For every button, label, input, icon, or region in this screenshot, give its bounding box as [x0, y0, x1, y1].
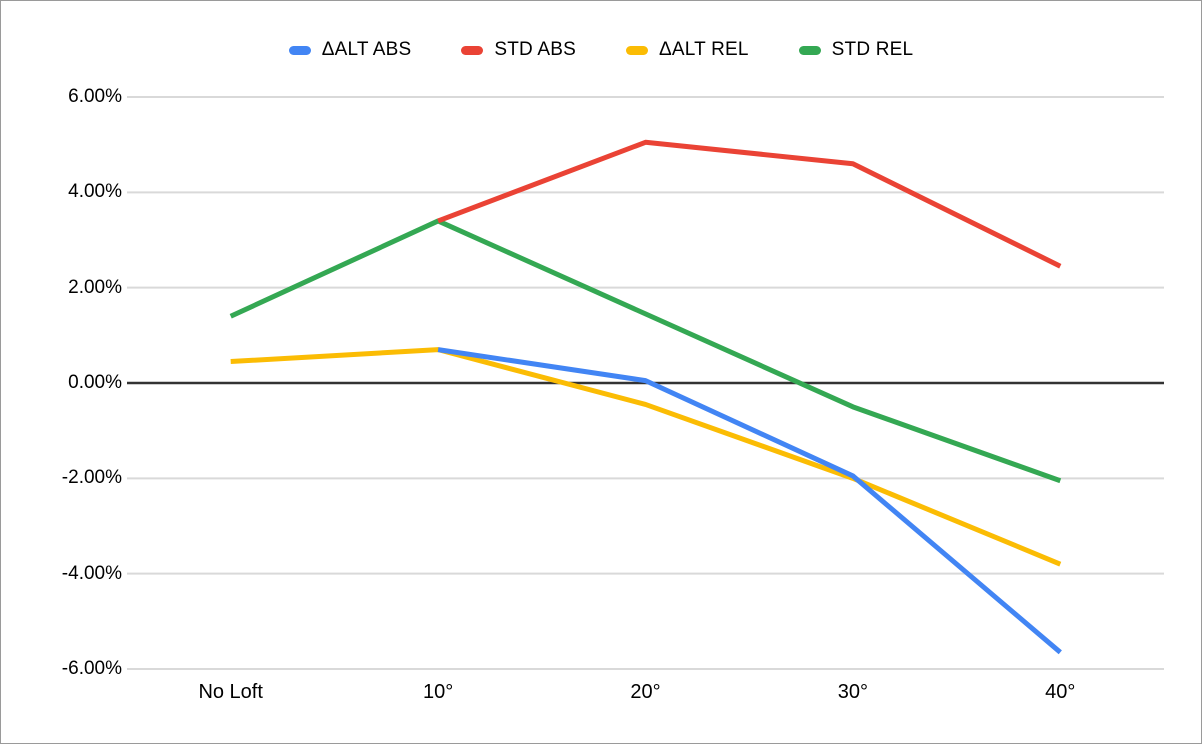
series-line-std-abs — [437, 139, 1062, 269]
legend-label: STD REL — [831, 39, 914, 60]
y-axis-tick-label: -4.00% — [61, 562, 122, 584]
x-axis-tick-label: 10° — [422, 681, 454, 703]
legend-item-std-abs: STD ABS — [461, 39, 576, 61]
y-axis-tick-label: -2.00% — [61, 467, 122, 489]
y-axis-tick-label: 6.00% — [68, 86, 122, 107]
y-axis-tick-label: 4.00% — [68, 181, 122, 203]
y-axis-tick-label: -6.00% — [61, 658, 122, 679]
x-axis-tick-label: 40° — [1045, 681, 1076, 703]
y-axis-tick-label: 2.00% — [68, 276, 122, 298]
legend-swatch-icon — [626, 45, 649, 55]
legend-swatch-icon — [461, 45, 484, 55]
legend-item-alt-abs: ΔALT ABS — [288, 39, 412, 61]
series-line-std-rel — [229, 218, 1062, 484]
legend-item-std-rel: STD REL — [798, 39, 914, 61]
legend-label: ΔALT ABS — [321, 39, 412, 60]
legend-swatch-icon — [798, 45, 821, 55]
legend-label: ΔALT REL — [659, 39, 749, 60]
x-axis-tick-label: No Loft — [198, 681, 263, 703]
legend-item-alt-rel: ΔALT REL — [626, 39, 749, 61]
legend-swatch-icon — [288, 45, 311, 55]
x-axis-tick-label: 20° — [630, 681, 661, 703]
gridlines — [127, 96, 1164, 670]
y-axis-tick-label: 0.00% — [68, 372, 122, 393]
series-line-alt-abs — [437, 347, 1062, 655]
legend: ΔALT ABS STD ABS ΔALT REL STD REL — [1, 36, 1201, 64]
legend-label: STD ABS — [494, 39, 577, 60]
series-line-alt-rel — [230, 347, 1062, 567]
x-axis-tick-label: 30° — [837, 681, 869, 703]
